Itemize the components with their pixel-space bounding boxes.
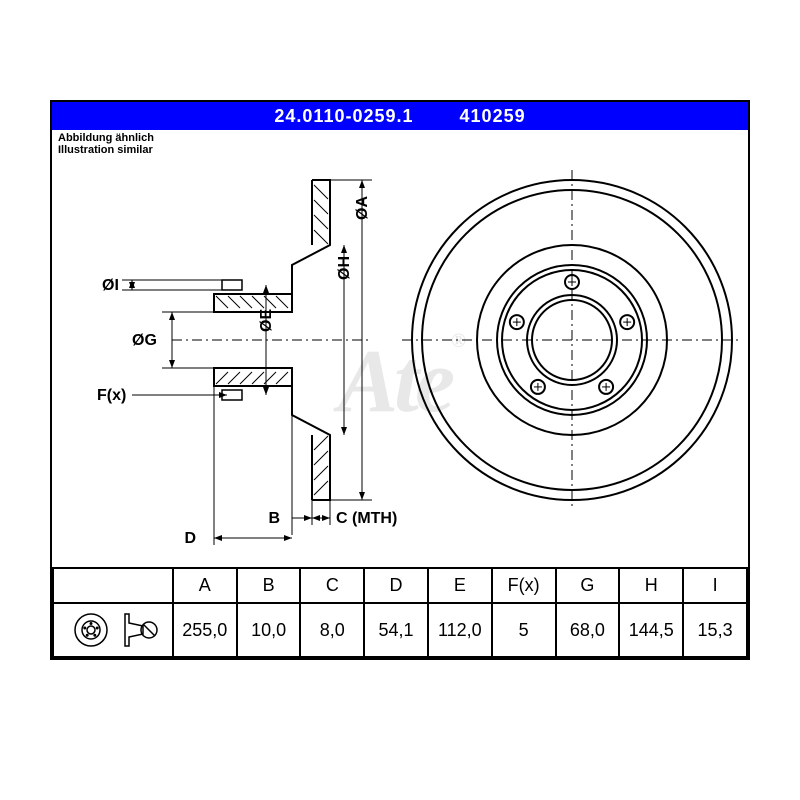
val-C: 8,0 — [300, 603, 364, 657]
col-H: H — [619, 568, 683, 603]
spec-table-value-row: 255,0 10,0 8,0 54,1 112,0 5 68,0 144,5 1… — [53, 603, 747, 657]
col-F: F(x) — [492, 568, 556, 603]
val-B: 10,0 — [237, 603, 301, 657]
col-D: D — [364, 568, 428, 603]
technical-drawing-svg: ØA ØH ØE ØG ØI F(x) — [52, 130, 752, 550]
label-diam-E: ØE — [258, 309, 275, 332]
col-E: E — [428, 568, 492, 603]
val-F: 5 — [492, 603, 556, 657]
diagram-area: Ate® — [52, 130, 748, 550]
short-code: 410259 — [460, 102, 526, 130]
spec-table-header-row: A B C D E F(x) G H I — [53, 568, 747, 603]
label-diam-H: ØH — [336, 256, 353, 280]
col-I: I — [683, 568, 747, 603]
col-C: C — [300, 568, 364, 603]
front-view — [402, 170, 742, 510]
part-number: 24.0110-0259.1 — [274, 102, 413, 130]
label-F: F(x) — [97, 387, 126, 404]
col-B: B — [237, 568, 301, 603]
label-C: C (MTH) — [336, 510, 397, 527]
title-bar: 24.0110-0259.1 410259 — [52, 102, 748, 130]
label-diam-G: ØG — [132, 332, 157, 349]
side-view: ØA ØH ØE ØG ØI F(x) — [97, 180, 397, 547]
label-diam-A: ØA — [354, 196, 371, 220]
val-H: 144,5 — [619, 603, 683, 657]
val-G: 68,0 — [556, 603, 620, 657]
col-G: G — [556, 568, 620, 603]
col-A: A — [173, 568, 237, 603]
val-I: 15,3 — [683, 603, 747, 657]
label-diam-I: ØI — [102, 277, 119, 294]
diagram-card: 24.0110-0259.1 410259 Abbildung ähnlich … — [50, 100, 750, 660]
val-A: 255,0 — [173, 603, 237, 657]
spec-table-icon-header — [53, 568, 173, 603]
spec-table: A B C D E F(x) G H I — [52, 567, 748, 658]
label-D: D — [184, 530, 196, 547]
rotor-icon-cell — [53, 603, 173, 657]
label-B: B — [268, 510, 280, 527]
val-D: 54,1 — [364, 603, 428, 657]
val-E: 112,0 — [428, 603, 492, 657]
rotor-icon — [63, 610, 163, 650]
